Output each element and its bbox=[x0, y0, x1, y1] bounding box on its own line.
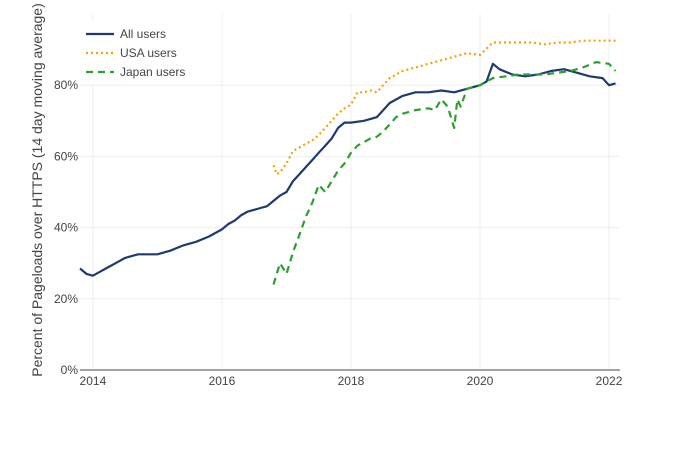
series-line-all-users bbox=[79, 62, 616, 277]
series-line-usa-users bbox=[272, 39, 619, 176]
x-tick-label-3: 2020 bbox=[467, 374, 494, 388]
legend-label-japan-users: Japan users bbox=[120, 65, 185, 79]
x-tick-label-0: 2014 bbox=[80, 374, 107, 388]
y-tick-label-4: 80% bbox=[54, 78, 78, 92]
series-line-japan-users bbox=[272, 60, 617, 285]
axis-layer: 0% 20% 40% 60% 80% 2014 2016 2018 2020 2022 bbox=[54, 78, 623, 388]
y-axis-title: Percent of Pageloads over HTTPS (14 day … bbox=[29, 3, 45, 377]
legend-label-usa-users: USA users bbox=[120, 46, 177, 60]
y-tick-label-2: 40% bbox=[54, 221, 78, 235]
y-tick-label-0: 0% bbox=[61, 363, 79, 377]
legend: All users USA users Japan users bbox=[82, 22, 194, 84]
y-tick-label-3: 60% bbox=[54, 149, 78, 163]
x-tick-label-4: 2022 bbox=[596, 374, 623, 388]
series-layer bbox=[79, 39, 619, 285]
legend-background bbox=[82, 22, 194, 84]
x-tick-label-2: 2018 bbox=[338, 374, 365, 388]
x-tick-label-1: 2016 bbox=[209, 374, 236, 388]
y-tick-label-1: 20% bbox=[54, 292, 78, 306]
legend-label-all-users: All users bbox=[120, 27, 166, 41]
